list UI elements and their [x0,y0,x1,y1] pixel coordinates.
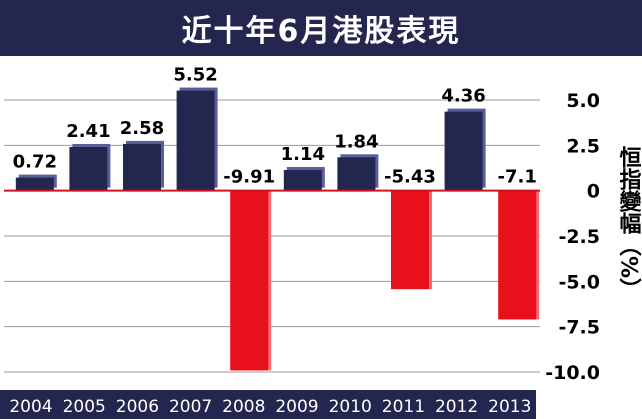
data-label-2004: 0.72 [13,152,57,173]
data-label-2007: 5.52 [173,65,217,86]
y-tick-label: -5.0 [558,271,600,293]
data-label-2009: 1.14 [281,144,325,165]
data-label-2006: 2.58 [120,118,164,139]
data-label-2012: 4.36 [441,86,485,107]
bar-2012 [444,111,483,191]
data-label-2011: -5.43 [384,167,436,188]
y-tick-label: -2.5 [558,226,600,248]
bar-chart: 0.72 2.41 2.58 5.52 -9.91 1.14 1.84 -5.43 4.36 -7… [0,65,642,419]
data-label-2005: 2.41 [66,121,110,142]
y-tick-label: 2.5 [566,135,600,157]
bar-2011 [391,190,429,290]
x-tick-label-2007: 2007 [169,397,212,417]
data-label-2013: -7.1 [498,167,537,188]
x-tick-label-2004: 2004 [9,397,52,417]
y-tick-label: 5.0 [566,90,600,112]
data-label-2010: 1.84 [334,131,378,152]
bar-2004 [15,177,54,191]
chart-title: 近十年6月港股表現 [181,14,461,49]
x-tick-label-2012: 2012 [435,397,478,417]
y-axis-label: 恒指變幅（%） [616,145,642,300]
bar-2013 [498,190,537,320]
bar-2009 [283,169,322,191]
y-tick-label: -10.0 [545,362,600,384]
x-tick-label-2005: 2005 [63,397,106,417]
x-tick-label-2013: 2013 [488,397,531,417]
x-tick-label-2010: 2010 [329,397,372,417]
bar-2007 [176,90,215,191]
data-label-2008: -9.91 [223,167,275,188]
x-tick-label-2008: 2008 [222,397,265,417]
x-tick-label-2009: 2009 [275,397,318,417]
y-tick-label: 0 [587,181,600,203]
bar-2010 [337,157,376,191]
title-bar: 近十年6月港股表現 [0,0,642,59]
x-axis-bar [0,390,536,419]
x-tick-label-2011: 2011 [382,397,425,417]
bar-2008 [230,190,269,371]
y-tick-label: -7.5 [558,317,600,339]
x-tick-label-2006: 2006 [116,397,159,417]
bar-2005 [69,146,108,191]
bar-2006 [123,143,161,191]
